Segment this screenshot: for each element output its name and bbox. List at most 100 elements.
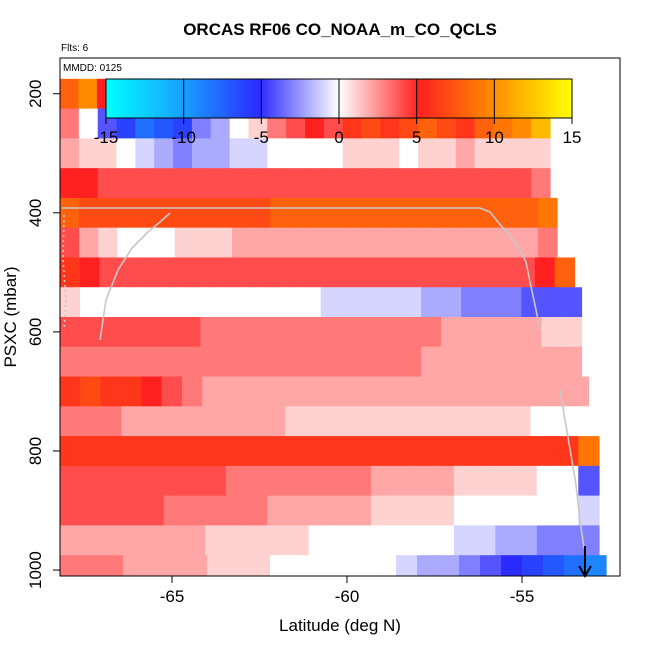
heatmap-cell <box>158 257 180 288</box>
heatmap-cell <box>442 227 463 258</box>
heatmap-cell <box>60 168 80 199</box>
heatmap-cell <box>173 138 193 169</box>
heatmap-cell <box>210 138 231 169</box>
heatmap-cell <box>289 197 310 229</box>
heatmap-cell <box>370 436 393 467</box>
heatmap-cell <box>122 525 144 556</box>
heatmap-cell <box>516 436 538 467</box>
y-tick-label: 600 <box>26 318 45 346</box>
heatmap-cell <box>100 346 121 377</box>
heatmap-cell <box>140 287 161 318</box>
heatmap-cell <box>518 197 539 229</box>
heatmap-cell <box>396 555 418 576</box>
heatmap-cell <box>81 555 103 576</box>
heatmap-cell <box>141 376 163 407</box>
heatmap-cell <box>453 495 476 526</box>
heatmap-cell <box>360 317 382 348</box>
heatmap-cell <box>375 555 397 576</box>
heatmap-cell <box>327 197 348 229</box>
heatmap-cell <box>79 257 101 288</box>
heatmap-cell <box>193 227 214 258</box>
heatmap-cell <box>480 555 502 576</box>
y-axis: 200 400 600 800 1000 <box>26 80 61 589</box>
heatmap-cell <box>205 465 227 497</box>
heatmap-cell <box>205 495 227 526</box>
heatmap-cell <box>246 436 268 467</box>
heatmap-cell <box>461 317 482 348</box>
heatmap-cell <box>122 436 144 467</box>
heatmap-cell <box>139 257 160 288</box>
heatmap-cell <box>337 257 358 288</box>
heatmap-cell <box>198 257 219 288</box>
heatmap-cell <box>122 495 144 526</box>
heatmap-cell <box>380 138 400 169</box>
heatmap-cell <box>288 436 310 467</box>
heatmap-cell <box>541 346 563 377</box>
heatmap-cell <box>481 346 502 377</box>
y-tick-label: 400 <box>26 199 45 227</box>
heatmap-cell <box>97 138 118 169</box>
heatmap-cell <box>461 346 482 377</box>
heatmap-cell <box>412 525 434 556</box>
heatmap-cell <box>205 525 227 556</box>
heatmap-cell <box>305 138 325 169</box>
heatmap-cell <box>116 168 136 199</box>
heatmap-cell <box>80 317 101 348</box>
heatmap-cell <box>220 346 242 377</box>
heatmap-cell <box>418 138 438 169</box>
heatmap-cell <box>135 168 155 199</box>
heatmap-cell <box>289 227 310 258</box>
heatmap-cell <box>228 555 250 576</box>
heatmap-cell <box>340 346 362 377</box>
heatmap-cell <box>60 376 81 407</box>
chart-title: ORCAS RF06 CO_NOAA_m_CO_QCLS <box>183 20 497 39</box>
heatmap-cell <box>404 227 424 258</box>
heatmap-cell <box>516 495 538 526</box>
heatmap-cell <box>229 168 250 199</box>
heatmap-cell <box>249 555 271 576</box>
heatmap-cell <box>60 78 80 110</box>
heatmap-cell <box>474 436 496 467</box>
heatmap-cell <box>423 197 443 229</box>
x-tick-label: -55 <box>510 587 535 606</box>
heatmap-cell <box>220 317 242 348</box>
heatmap-cell <box>564 555 586 576</box>
heatmap-cell <box>305 168 325 199</box>
heatmap-cell <box>300 317 322 348</box>
heatmap-cell <box>238 257 259 288</box>
heatmap-cell <box>474 525 496 556</box>
heatmap-cell <box>288 525 310 556</box>
x-axis: -65 -60 -55 <box>160 575 535 606</box>
heatmap-cell <box>223 406 245 437</box>
descent-arrow-head <box>578 565 592 578</box>
heatmap-cell <box>531 168 551 199</box>
heatmap-cell <box>499 227 520 258</box>
heatmap-cell <box>561 346 583 377</box>
heatmap-cell <box>585 555 607 576</box>
heatmap-cell <box>522 555 544 576</box>
heatmap-cell <box>267 168 287 199</box>
heatmap-cell <box>425 376 447 407</box>
heatmap-cell <box>320 317 342 348</box>
heatmap-cell <box>191 168 212 199</box>
heatmap-cell <box>101 495 123 526</box>
heatmap-cell <box>399 138 419 169</box>
heatmap-cell <box>120 317 141 348</box>
heatmap-cell <box>80 406 102 437</box>
heatmap-cell <box>80 465 103 497</box>
x-axis-label: Latitude (deg N) <box>279 616 401 635</box>
heatmap-cell <box>493 138 513 169</box>
heatmap-cell <box>354 555 376 576</box>
heatmap-cell <box>78 138 99 169</box>
heatmap-cell <box>257 257 279 288</box>
heatmap-cell <box>79 227 99 258</box>
y-axis-label: PSXC (mbar) <box>1 266 20 367</box>
heatmap-cell <box>344 376 366 407</box>
heatmap-cell <box>557 436 579 467</box>
heatmap-cell <box>60 108 80 139</box>
heatmap-cell <box>547 376 569 407</box>
heatmap-cell <box>240 287 262 318</box>
heatmap-cell <box>385 376 407 407</box>
heatmap-cell <box>203 406 225 437</box>
heatmap-cell <box>178 257 200 288</box>
